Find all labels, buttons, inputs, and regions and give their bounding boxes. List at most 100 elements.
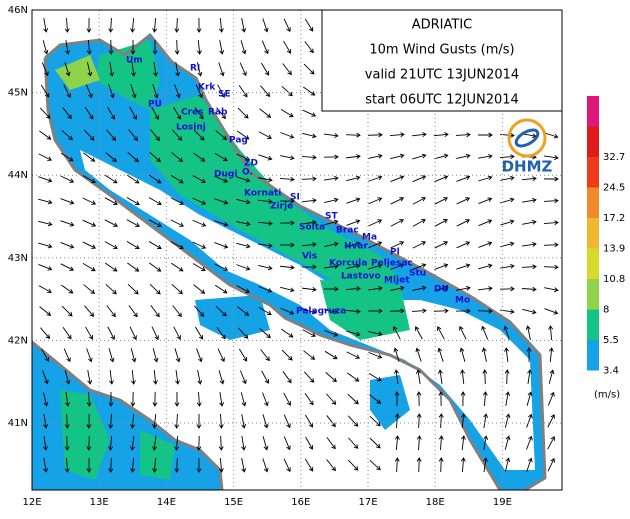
wind-arrow	[521, 286, 537, 292]
wind-arrow	[214, 263, 229, 271]
wind-arrow	[305, 414, 314, 428]
wind-arrow	[87, 370, 93, 385]
wind-arrow	[347, 459, 359, 471]
wind-arrow	[82, 197, 97, 205]
logo-mark	[507, 118, 547, 158]
wind-arrow	[82, 219, 97, 227]
wind-arrow	[41, 62, 49, 77]
title-start: start 06UTC 12JUN2014	[365, 93, 519, 108]
wind-arrow	[196, 39, 202, 55]
wind-arrow	[196, 457, 202, 473]
graticule	[32, 10, 562, 490]
wind-arrow	[194, 326, 204, 340]
wind-arrow	[323, 154, 339, 160]
wind-arrow	[478, 263, 493, 270]
colorbar-segment	[587, 126, 599, 157]
wind-arrow	[38, 285, 52, 293]
wind-arrow	[126, 241, 140, 250]
wind-arrow	[368, 219, 383, 227]
wind-arrow	[477, 308, 493, 314]
wind-arrow	[303, 371, 315, 383]
wind-arrow	[415, 326, 423, 340]
wind-arrow	[152, 17, 158, 33]
wind-arrow	[151, 106, 159, 120]
wind-arrow	[108, 39, 114, 55]
wind-arrow	[411, 308, 427, 314]
wind-arrow	[192, 219, 207, 227]
wind-arrow	[303, 63, 315, 75]
wind-arrow	[86, 457, 92, 473]
wind-arrow	[108, 348, 115, 363]
wind-arrow	[547, 436, 555, 450]
wind-arrow	[216, 107, 226, 120]
wind-arrow	[239, 370, 247, 385]
wind-arrow	[238, 84, 248, 98]
wind-arrow	[262, 436, 269, 451]
wind-arrow	[148, 174, 162, 184]
wind-arrow	[304, 393, 314, 406]
wind-arrow	[108, 413, 114, 429]
wind-arrow	[415, 369, 421, 384]
wind-arrow	[283, 40, 292, 54]
wind-arrow	[280, 132, 295, 139]
wind-arrow	[504, 347, 509, 363]
wind-arrow	[412, 153, 427, 160]
wind-arrow	[172, 129, 183, 141]
wind-arrow	[543, 220, 559, 226]
wind-arrow	[347, 415, 359, 427]
wind-arrow	[82, 241, 97, 249]
wind-arrow	[85, 84, 93, 99]
wind-arrow	[196, 413, 202, 429]
wind-arrow	[526, 413, 533, 428]
wind-arrow	[280, 286, 295, 293]
wind-arrow	[389, 308, 405, 314]
wind-arrow	[522, 219, 537, 225]
wind-arrow	[326, 415, 336, 428]
wind-arrow	[326, 459, 336, 472]
wind-arrow	[459, 347, 466, 362]
wind-arrow	[261, 370, 269, 384]
wind-arrow	[369, 394, 382, 404]
wind-arrow	[86, 17, 92, 33]
wind-arrow	[43, 458, 49, 473]
wind-arrow	[282, 63, 292, 76]
wind-arrow	[174, 17, 180, 33]
colorbar-label: 32.7	[603, 152, 625, 163]
wind-arrow	[148, 241, 162, 250]
wind-arrow	[130, 435, 135, 451]
wind-arrow	[258, 131, 272, 139]
wind-arrow	[236, 221, 251, 227]
wind-arrow	[415, 347, 422, 362]
wind-arrow	[193, 305, 205, 317]
wind-arrow	[478, 153, 493, 159]
colorbar: 3.4 5.5 8 10.8 13.9 17.2 24.5 32.7 (m/s)	[587, 96, 625, 401]
colorbar-label: 3.4	[603, 366, 619, 377]
wind-arrow	[324, 330, 339, 337]
place-label: O.	[242, 168, 253, 178]
place-label: Palagruza	[296, 307, 346, 317]
axis-labels: 46N 45N 44N 43N 42N 41N 12E 13E 14E 15E 16E 17E 18E 1…	[8, 5, 512, 508]
longitude-label: 18E	[426, 497, 445, 508]
wind-arrow	[368, 285, 383, 291]
wind-arrow	[260, 349, 270, 362]
wind-arrow	[416, 435, 422, 451]
title-frame	[321, 9, 563, 112]
wind-arrow	[304, 458, 314, 472]
wind-arrow	[128, 305, 138, 318]
wind-arrow	[108, 84, 115, 99]
wind-arrow	[196, 435, 202, 451]
wind-arrow	[43, 18, 49, 33]
wind-arrow	[237, 327, 249, 339]
place-label: Rab	[208, 108, 228, 118]
wind-arrow	[193, 152, 206, 162]
wind-arrow	[368, 153, 383, 159]
wind-arrow	[504, 457, 511, 472]
wind-arrow	[130, 17, 136, 33]
wind-arrow	[460, 413, 466, 429]
wind-arrow	[393, 326, 401, 340]
wind-arrow	[39, 130, 52, 140]
wind-arrow	[38, 264, 53, 271]
colorbar-segment	[587, 157, 599, 188]
wind-arrow	[152, 84, 159, 99]
